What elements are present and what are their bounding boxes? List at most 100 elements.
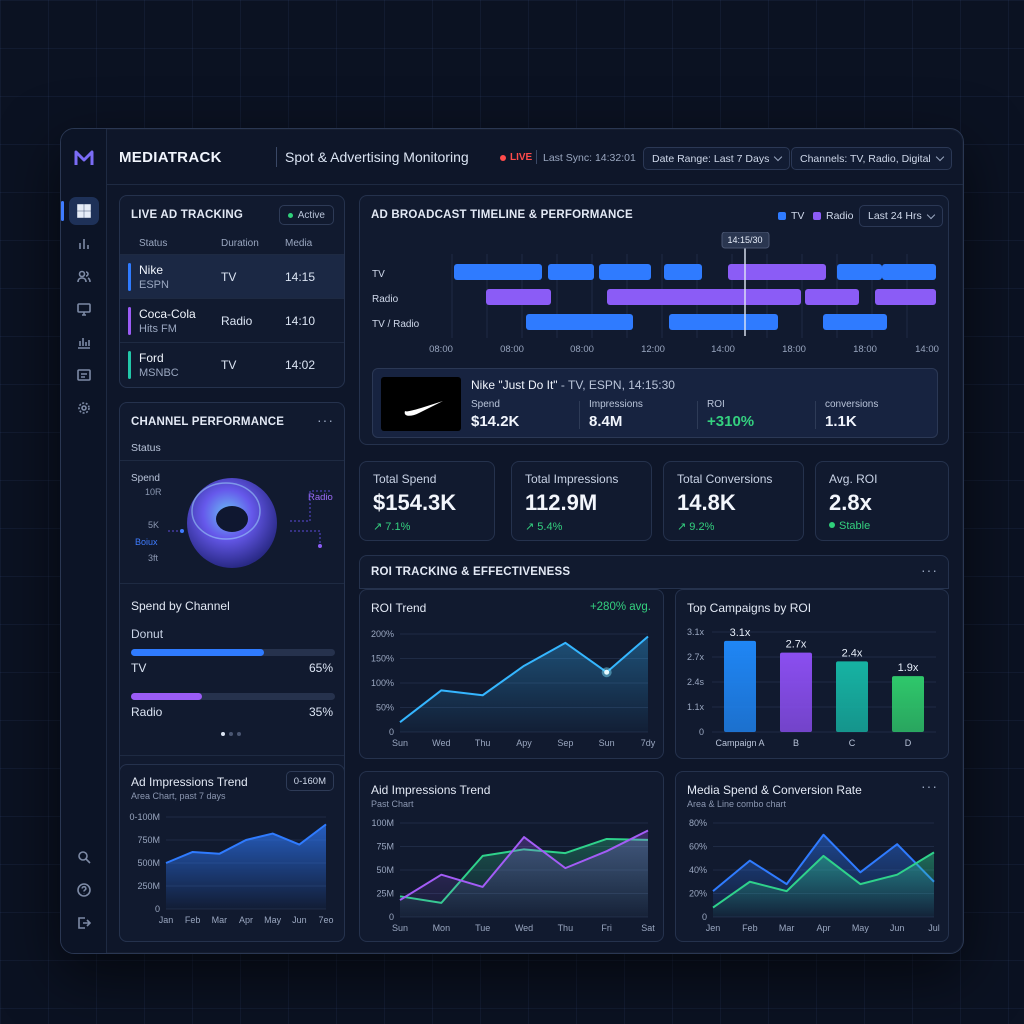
series-line xyxy=(712,851,935,909)
campaign-bar xyxy=(892,676,924,732)
spot-title: Nike "Just Do It" - TV, ESPN, 14:15:30 xyxy=(471,378,675,392)
y-tick: 0 xyxy=(699,727,704,737)
x-tick: Wed xyxy=(515,923,533,933)
series-line xyxy=(399,829,649,901)
x-tick: Sat xyxy=(641,923,655,933)
kpi-value: 112.9M xyxy=(525,490,598,515)
broadcast-segment xyxy=(599,264,651,280)
radio-label: Radio xyxy=(308,492,333,503)
ad-media: Radio xyxy=(221,314,253,328)
kpi-card[interactable]: Total Conversions 14.8K ↗ 9.2% xyxy=(663,461,804,541)
status-label: Status xyxy=(131,442,161,454)
legend-label: Radio xyxy=(826,210,854,222)
spend-conversion-card: Media Spend & Conversion Rate Area & Lin… xyxy=(675,771,949,942)
spot-stat-label: Impressions xyxy=(589,399,643,410)
x-tick: Feb xyxy=(185,915,201,925)
last-sync: Last Sync: 14:32:01 xyxy=(543,152,636,164)
more-icon[interactable]: ··· xyxy=(921,778,938,794)
kpi-value: 14.8K xyxy=(677,490,736,515)
y-tick: 40% xyxy=(689,865,707,875)
range-badge[interactable]: 0-160M xyxy=(285,771,334,791)
broadcast-segment xyxy=(823,314,887,330)
bar-value-label: 2.4x xyxy=(842,647,863,659)
app-brand: MEDIATRACK xyxy=(119,149,222,166)
x-tick: Mon xyxy=(433,923,451,933)
kpi-card[interactable]: Total Spend $154.3K ↗ 7.1% xyxy=(359,461,495,541)
column-header: Status xyxy=(139,238,168,249)
kpi-card[interactable]: Avg. ROI 2.8x Stable xyxy=(815,461,949,541)
x-tick: May xyxy=(264,915,282,925)
x-tick: Thu xyxy=(558,923,574,933)
bar-value-label: 3.1x xyxy=(730,627,751,639)
y-tick: 50% xyxy=(376,703,394,713)
timeline-tick: 14:00 xyxy=(711,344,735,355)
topbar: MEDIATRACK Spot & Advertising Monitoring… xyxy=(107,129,963,185)
broadcast-segment xyxy=(882,264,936,280)
y-tick: 100M xyxy=(371,818,394,828)
ad-media: TV xyxy=(221,270,237,284)
torus-visual xyxy=(168,478,330,568)
kpi-change: ↗ 7.1% xyxy=(373,520,410,533)
y-tick: 0 xyxy=(389,727,394,737)
x-tick: Tue xyxy=(475,923,490,933)
media-icon[interactable] xyxy=(69,361,99,389)
spot-stat-value: $14.2K xyxy=(471,413,520,430)
ad-brand: Coca-Cola xyxy=(139,307,196,321)
spot-stat-value: 1.1K xyxy=(825,413,857,430)
active-badge[interactable]: Active xyxy=(278,205,334,225)
kpi-label: Total Impressions xyxy=(525,472,619,486)
tracking-row[interactable]: Coca-Cola Hits FM Radio 14:10 xyxy=(120,298,344,342)
bar-chart-icon[interactable] xyxy=(69,229,99,257)
app-subtitle: Spot & Advertising Monitoring xyxy=(285,149,469,165)
kpi-card[interactable]: Total Impressions 112.9M ↗ 5.4% xyxy=(511,461,652,541)
x-tick: B xyxy=(793,738,799,748)
channels-dropdown[interactable]: Channels: TV, Radio, Digital xyxy=(791,147,952,170)
y-tick: 75M xyxy=(376,842,394,852)
nike-logo xyxy=(381,377,461,431)
tracking-row[interactable]: Nike ESPN TV 14:15 xyxy=(120,254,344,298)
sidebar xyxy=(61,129,107,953)
x-tick: May xyxy=(852,923,870,933)
legend-label: TV xyxy=(791,210,805,222)
x-tick: Jun xyxy=(890,923,905,933)
y-tick: 0 xyxy=(389,912,394,922)
spend-bar-fill xyxy=(131,693,203,700)
timeline-range-dropdown[interactable]: Last 24 Hrs xyxy=(859,205,943,227)
y-tick: 0-100M xyxy=(129,812,160,822)
x-tick: 7eo xyxy=(318,915,333,925)
live-indicator: LIVE xyxy=(500,152,532,163)
analytics-icon[interactable] xyxy=(69,328,99,356)
legend-swatch xyxy=(813,212,821,220)
y-tick: 150% xyxy=(371,654,394,664)
logout-icon[interactable] xyxy=(69,909,99,937)
time-marker-badge xyxy=(721,232,770,249)
y-tick: 500M xyxy=(137,858,160,868)
monitor-icon[interactable] xyxy=(69,295,99,323)
y-tick: 80% xyxy=(689,818,707,828)
kpi-change: ↗ 5.4% xyxy=(525,520,562,533)
timeline-tick: 18:00 xyxy=(782,344,806,355)
help-icon[interactable] xyxy=(69,876,99,904)
card-title: Ad Impressions Trend xyxy=(131,775,248,789)
divider xyxy=(120,583,344,584)
spot-detail[interactable]: Nike "Just Do It" - TV, ESPN, 14:15:30 S… xyxy=(372,368,938,438)
users-icon[interactable] xyxy=(69,262,99,290)
date-range-dropdown[interactable]: Date Range: Last 7 Days xyxy=(643,147,791,170)
search-icon[interactable] xyxy=(69,843,99,871)
pagination-dots[interactable] xyxy=(221,732,241,736)
y-tick: 20% xyxy=(689,889,707,899)
more-icon[interactable]: ··· xyxy=(317,412,334,428)
divider xyxy=(120,755,344,756)
legend-tv: TV xyxy=(778,210,804,222)
legend-radio: Radio xyxy=(813,210,853,222)
more-icon[interactable]: ··· xyxy=(921,562,938,578)
channel-stripe xyxy=(128,307,131,335)
broadcast-segment xyxy=(607,289,801,305)
gear-icon[interactable] xyxy=(69,394,99,422)
tracking-row[interactable]: Ford MSNBC TV 14:02 xyxy=(120,342,344,386)
dashboard-icon[interactable] xyxy=(61,197,99,225)
timeline-tick: 08:00 xyxy=(429,344,453,355)
kpi-change-value: Stable xyxy=(839,520,871,532)
